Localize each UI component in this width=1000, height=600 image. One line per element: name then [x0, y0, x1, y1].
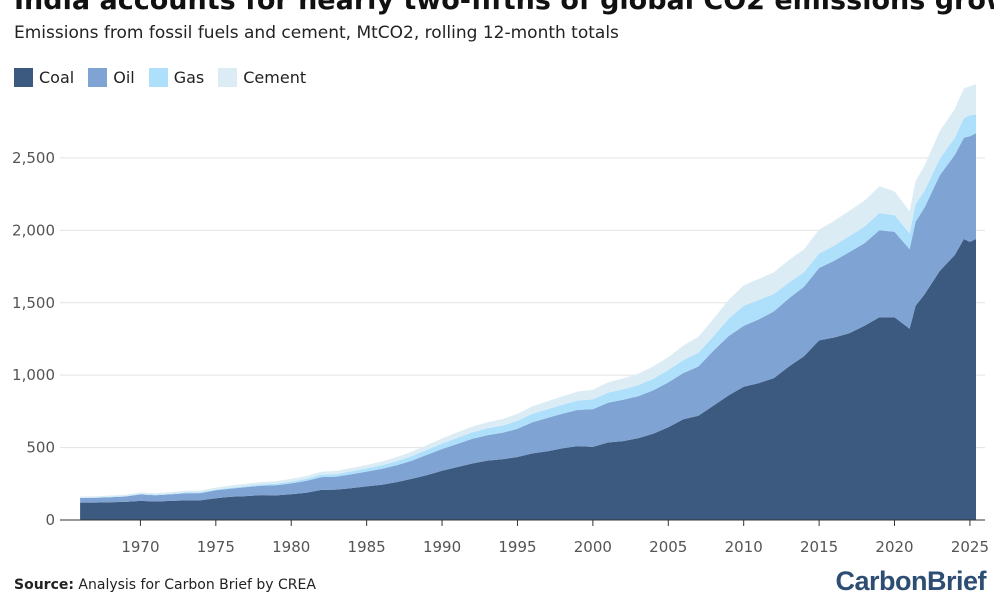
x-tick-label: 2025 [951, 538, 989, 556]
axes: 0 500 1,000 1,500 2,000 2,500 1970 1975 1980 1985… [12, 149, 989, 556]
x-tick-label: 1985 [348, 538, 386, 556]
area-gas [80, 114, 977, 498]
y-tick-label: 2,000 [12, 221, 55, 239]
legend-label-gas: Gas [173, 68, 205, 87]
chart-title: India accounts for nearly two-fifths of … [14, 0, 994, 16]
legend-item-coal: Coal [14, 68, 74, 87]
area-cement [80, 84, 977, 498]
legend-label-cement: Cement [243, 68, 307, 87]
x-tick-label: 2020 [875, 538, 913, 556]
legend-item-oil: Oil [88, 68, 135, 87]
source-text: Analysis for Carbon Brief by CREA [78, 577, 316, 593]
chart-subtitle: Emissions from fossil fuels and cement, … [14, 23, 619, 43]
area-layers [80, 84, 977, 520]
legend-swatch-gas [148, 68, 168, 87]
x-tick-label: 1980 [272, 538, 310, 556]
legend-item-cement: Cement [218, 68, 306, 87]
x-tick-label: 2000 [574, 538, 612, 556]
legend-swatch-coal [14, 68, 33, 87]
x-tick-label: 2010 [725, 538, 763, 556]
source-note: Source: Analysis for Carbon Brief by CRE… [14, 577, 316, 593]
legend-label-coal: Coal [39, 68, 75, 87]
x-tick-label: 1975 [197, 538, 235, 556]
x-tick-label: 2015 [800, 538, 838, 556]
x-tick-label: 1990 [423, 538, 461, 556]
y-tick-label: 1,500 [12, 294, 55, 312]
y-tick-label: 500 [26, 439, 55, 457]
x-tick-label: 2005 [649, 538, 687, 556]
x-tick-label: 1995 [498, 538, 536, 556]
x-tick-label: 1970 [121, 538, 159, 556]
y-tick-label: 2,500 [12, 149, 55, 167]
carbon-brief-logo: CarbonBrief [835, 566, 986, 596]
y-tick-label: 0 [45, 511, 55, 529]
legend-swatch-oil [88, 68, 108, 87]
legend-item-gas: Gas [148, 68, 205, 87]
y-tick-label: 1,000 [12, 366, 55, 384]
legend-swatch-cement [218, 68, 238, 87]
area-coal [80, 239, 977, 520]
legend-label-oil: Oil [113, 68, 135, 87]
source-label: Source: [14, 577, 74, 593]
area-oil [80, 133, 977, 503]
legend: Coal Oil Gas Cement [14, 68, 306, 87]
